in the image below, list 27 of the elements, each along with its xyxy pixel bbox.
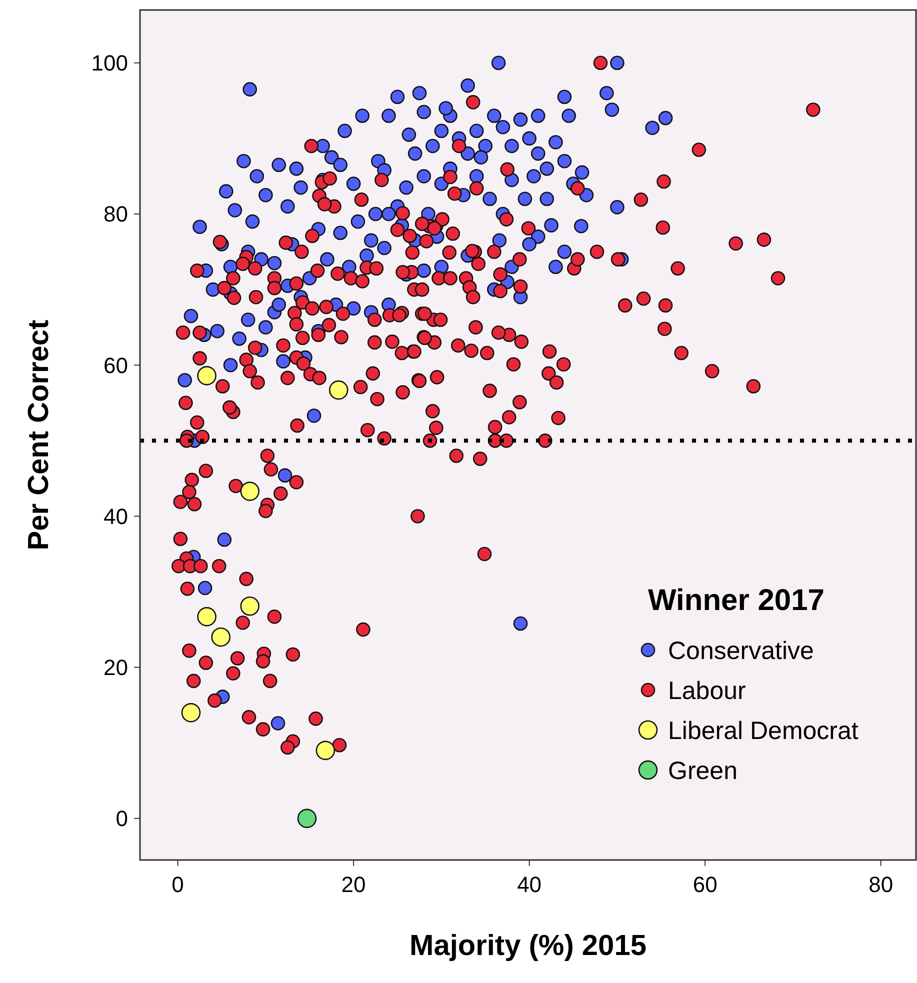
x-tick-label: 60	[692, 872, 718, 897]
x-tick-label: 80	[868, 872, 894, 897]
legend-label: Labour	[668, 676, 746, 705]
y-tick-label: 40	[104, 504, 128, 529]
y-tick-label: 80	[104, 202, 128, 227]
point	[181, 703, 201, 722]
x-tick-label: 20	[341, 872, 366, 897]
y-tick-label: 100	[91, 50, 128, 76]
legend-title: Winner 2017	[648, 584, 824, 617]
point	[316, 740, 336, 760]
point	[211, 627, 230, 647]
point	[328, 380, 348, 400]
point	[197, 607, 216, 626]
point	[240, 596, 260, 616]
x-tick-label: 40	[517, 872, 542, 897]
y-tick-label: 20	[104, 655, 128, 680]
point	[297, 808, 317, 828]
legend-label: Liberal Democrat	[668, 716, 858, 745]
legend-label: Green	[668, 756, 738, 785]
point	[197, 366, 216, 386]
y-tick-label: 0	[116, 806, 128, 832]
point	[240, 482, 260, 501]
y-axis-title: Per Cent Correct	[23, 319, 55, 550]
x-tick-label: 0	[172, 872, 184, 897]
y-tick-label: 60	[104, 352, 128, 378]
x-axis-title: Majority (%) 2015	[410, 930, 646, 962]
legend-label: Conservative	[668, 636, 814, 665]
